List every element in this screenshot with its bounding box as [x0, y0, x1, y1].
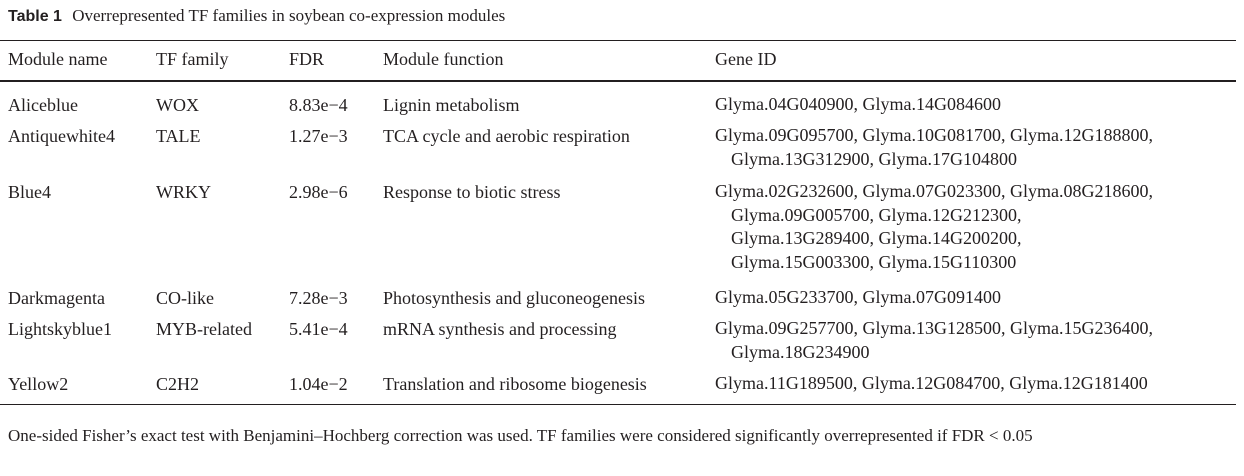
cell-tf-family: CO-like — [156, 288, 214, 308]
cell-module-name: Darkmagenta — [8, 288, 105, 308]
header-module-function: Module function — [383, 49, 504, 69]
cell-fdr: 1.04e−2 — [289, 374, 348, 394]
cell-tf-family: C2H2 — [156, 374, 200, 394]
cell-gene-id: Glyma.09G257700, Glyma.13G128500, Glyma.… — [715, 317, 1244, 364]
gene-id-line: Glyma.18G234900 — [731, 341, 870, 362]
gene-id-line: Glyma.15G003300, Glyma.15G110300 — [731, 251, 1017, 272]
table-label: Table 1 — [8, 8, 62, 25]
header-module-name: Module name — [8, 49, 108, 69]
gene-id-line: Glyma.13G289400, Glyma.14G200200, — [731, 228, 1022, 248]
top-rule — [0, 40, 1236, 41]
cell-module-name: Lightskyblue1 — [8, 319, 112, 339]
cell-gene-id: Glyma.05G233700, Glyma.07G091400 — [715, 286, 1244, 310]
cell-module-function: mRNA synthesis and processing — [383, 319, 617, 339]
cell-module-name: Blue4 — [8, 182, 51, 202]
cell-module-function: Lignin metabolism — [383, 95, 520, 115]
cell-fdr: 7.28e−3 — [289, 288, 348, 308]
cell-module-name: Yellow2 — [8, 374, 69, 394]
gene-id-line: Glyma.13G312900, Glyma.17G104800 — [731, 148, 1017, 169]
cell-fdr: 1.27e−3 — [289, 126, 348, 146]
cell-module-name: Antiquewhite4 — [8, 126, 115, 146]
gene-id-line: Glyma.05G233700, Glyma.07G091400 — [715, 287, 1001, 307]
gene-id-line: Glyma.11G189500, Glyma.12G084700, Glyma.… — [715, 373, 1148, 393]
cell-tf-family: MYB-related — [156, 319, 252, 339]
table-caption: Table 1 Overrepresented TF families in s… — [8, 6, 505, 26]
cell-module-name: Aliceblue — [8, 95, 78, 115]
header-rule — [0, 80, 1236, 82]
cell-fdr: 5.41e−4 — [289, 319, 348, 339]
gene-id-line: Glyma.09G257700, Glyma.13G128500, Glyma.… — [715, 318, 1153, 338]
cell-module-function: Photosynthesis and gluconeogenesis — [383, 288, 645, 308]
gene-id-line: Glyma.09G095700, Glyma.10G081700, Glyma.… — [715, 125, 1153, 145]
header-fdr: FDR — [289, 49, 325, 69]
gene-id-line: Glyma.09G005700, Glyma.12G212300, — [731, 204, 1022, 225]
cell-gene-id: Glyma.02G232600, Glyma.07G023300, Glyma.… — [715, 180, 1244, 274]
bottom-rule — [0, 404, 1236, 405]
cell-gene-id: Glyma.04G040900, Glyma.14G084600 — [715, 93, 1244, 117]
cell-module-function: TCA cycle and aerobic respiration — [383, 126, 630, 146]
cell-tf-family: WOX — [156, 95, 199, 115]
gene-id-line: Glyma.02G232600, Glyma.07G023300, Glyma.… — [715, 181, 1153, 201]
cell-gene-id: Glyma.09G095700, Glyma.10G081700, Glyma.… — [715, 124, 1244, 171]
header-tf-family: TF family — [156, 49, 229, 69]
cell-fdr: 8.83e−4 — [289, 95, 348, 115]
gene-id-line: Glyma.04G040900, Glyma.14G084600 — [715, 94, 1001, 114]
header-gene-id: Gene ID — [715, 49, 777, 69]
cell-tf-family: TALE — [156, 126, 201, 146]
cell-fdr: 2.98e−6 — [289, 182, 348, 202]
table-title: Overrepresented TF families in soybean c… — [72, 6, 506, 25]
table-footnote: One-sided Fisher’s exact test with Benja… — [8, 426, 1033, 445]
cell-gene-id: Glyma.11G189500, Glyma.12G084700, Glyma.… — [715, 372, 1244, 396]
cell-module-function: Response to biotic stress — [383, 182, 561, 202]
cell-tf-family: WRKY — [156, 182, 211, 202]
cell-module-function: Translation and ribosome biogenesis — [383, 374, 647, 394]
